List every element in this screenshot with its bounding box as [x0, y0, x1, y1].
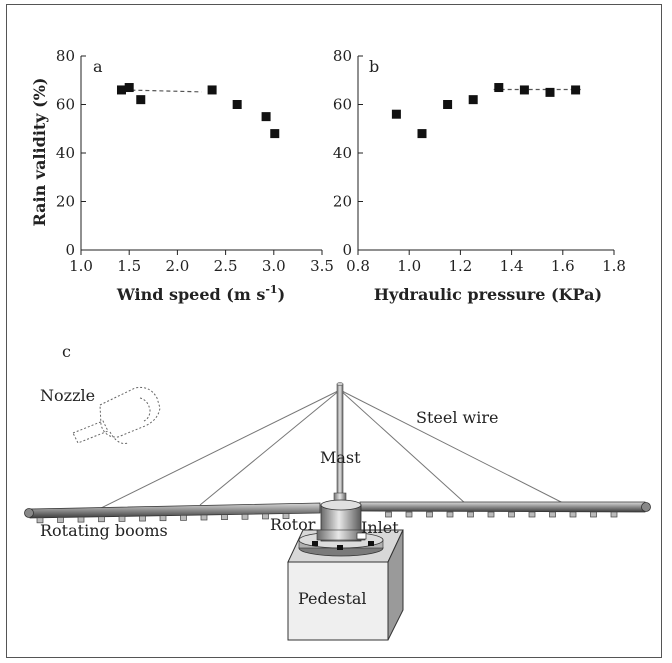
nozzle-icon [72, 387, 161, 444]
data-point-a [207, 85, 217, 95]
boom-nozzle [159, 515, 167, 522]
y-tick-label-b: 60 [333, 96, 352, 114]
data-point-a [232, 100, 242, 109]
boom-nozzle [77, 516, 85, 523]
boom-nozzle [549, 511, 556, 518]
label-inlet: Inlet [361, 518, 399, 537]
boom-nozzle [508, 511, 515, 518]
data-point-a [270, 129, 280, 139]
boom-nozzle [569, 511, 577, 518]
boom-nozzle [590, 511, 597, 518]
y-tick-label-a: 60 [56, 96, 75, 114]
rotor [298, 499, 384, 557]
boom-nozzle [385, 511, 392, 518]
data-point-b [443, 100, 453, 109]
panel-label-c: c [62, 342, 71, 361]
x-tick-label-a: 3.5 [310, 257, 334, 275]
mast [333, 382, 347, 504]
y-tick-label-a: 20 [56, 193, 75, 211]
boom-nozzle [180, 515, 187, 521]
boom-nozzle [262, 513, 269, 520]
boom-nozzle [221, 514, 228, 520]
y-tick-label-b: 0 [342, 241, 352, 259]
y-tick-label-b: 80 [333, 47, 352, 65]
boom-nozzle [610, 511, 618, 518]
sprinkler-diagram: c Nozzle Steel wire Rotating booms [24, 342, 651, 641]
x-tick-label-a: 2.0 [165, 257, 189, 275]
x-tick-label-b: 0.8 [346, 257, 370, 275]
x-tick-label-b: 1.4 [500, 257, 524, 275]
y-tick-label-a: 80 [56, 47, 75, 65]
y-tick-label-a: 0 [65, 241, 75, 259]
steel-wires [92, 389, 566, 513]
rotating-booms [24, 501, 651, 524]
y-tick-label-a: 40 [56, 144, 75, 162]
y-tick-label-b: 40 [333, 144, 352, 162]
chart-a: a 0 20 40 60 80 1.0 1.5 2.0 2.5 3.0 3.5 [56, 47, 334, 275]
boom-nozzle [282, 513, 290, 519]
x-axis-label-b: Hydraulic pressure (KPa) [374, 285, 602, 304]
x-tick-label-a: 3.0 [262, 257, 286, 275]
boom-nozzle [118, 516, 126, 522]
x-tick-label-b: 1.8 [602, 257, 626, 275]
data-point-b [571, 85, 581, 95]
boom-nozzle [139, 515, 146, 522]
label-nozzle: Nozzle [40, 386, 95, 405]
boom-nozzle [487, 511, 495, 518]
boom-nozzle [528, 511, 536, 518]
trend-line-a [124, 89, 202, 93]
panel-label-a: a [93, 57, 103, 76]
data-point-a [261, 112, 271, 122]
boom-nozzle [200, 514, 208, 521]
data-point-b [468, 95, 478, 105]
data-point-a [136, 95, 146, 105]
label-rotating-booms: Rotating booms [40, 521, 168, 540]
x-tick-label-b: 1.0 [397, 257, 421, 275]
boom-nozzle [405, 511, 413, 518]
boom-nozzle [57, 517, 64, 523]
x-axis-label-a: Wind speed (m s-1) [116, 283, 285, 304]
boom-nozzle [36, 517, 44, 524]
boom-nozzle [446, 511, 454, 518]
data-point-b [545, 87, 555, 97]
data-point-b [417, 129, 427, 139]
x-tick-label-b: 1.6 [551, 257, 575, 275]
y-axis-label: Rain validity (%) [30, 78, 49, 227]
boom-nozzle [426, 511, 433, 518]
data-point-b [519, 85, 529, 95]
label-steel-wire: Steel wire [416, 408, 498, 427]
boom-nozzle [467, 511, 474, 518]
data-point-b [391, 109, 401, 119]
x-tick-label-a: 1.5 [117, 257, 141, 275]
data-point-a [116, 85, 126, 95]
x-tick-label-b: 1.2 [448, 257, 472, 275]
x-tick-label-a: 2.5 [214, 257, 238, 275]
chart-b: b 0 20 40 60 80 0.8 1.0 1.2 1.4 1.6 1.8 [333, 47, 626, 275]
y-tick-label-b: 20 [333, 193, 352, 211]
label-rotor: Rotor [270, 515, 316, 534]
data-point-b [494, 83, 504, 93]
figure-frame [6, 4, 662, 658]
boom-nozzle [241, 513, 249, 520]
label-mast: Mast [320, 448, 361, 467]
label-pedestal: Pedestal [298, 589, 367, 608]
boom-nozzle [98, 516, 105, 523]
data-point-a [124, 83, 134, 93]
x-tick-label-a: 1.0 [69, 257, 93, 275]
panel-label-b: b [369, 57, 379, 76]
